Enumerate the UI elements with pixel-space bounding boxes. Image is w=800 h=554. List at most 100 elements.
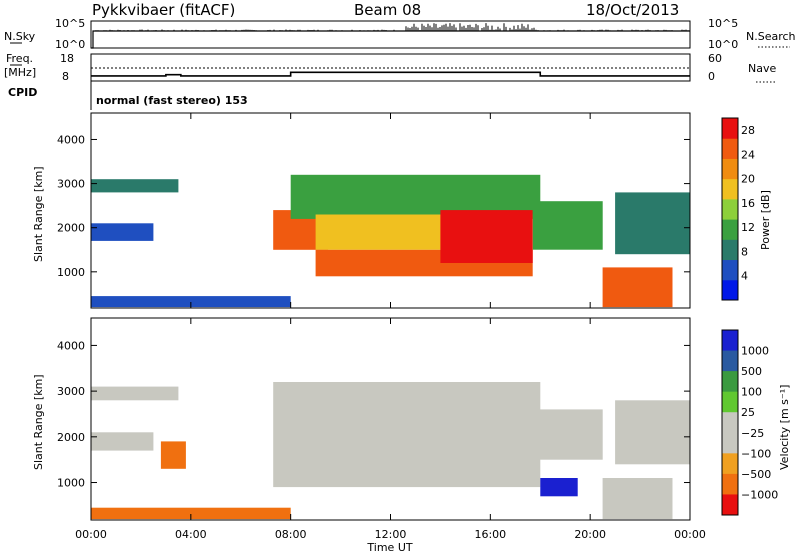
power-colorbar: 4 8 12 16 20 24 28 <box>721 117 755 301</box>
power-colorbar-tick: 24 <box>741 148 755 161</box>
power-colorbar-swatch <box>722 178 738 200</box>
freq-label: Freq. <box>6 52 33 65</box>
scatter-region-7 <box>440 210 533 263</box>
scatter-region-1 <box>91 223 154 241</box>
velocity-data <box>91 382 690 520</box>
velocity-colorbar-swatch <box>722 371 738 393</box>
velocity-colorbar-tick: 100 <box>741 386 762 399</box>
nsky-label: N.Sky <box>4 30 36 43</box>
nsky-tick-top: 10^5 <box>55 17 85 30</box>
nave-label: Nave <box>748 62 776 75</box>
velocity-colorbar-tick: 500 <box>741 365 762 378</box>
power-colorbar-tick: 12 <box>741 221 755 234</box>
power-colorbar-swatch <box>722 239 738 261</box>
power-colorbar-swatch <box>722 279 738 301</box>
freq-tick-bottom: 8 <box>62 70 69 83</box>
power-y-ticks: 1000 2000 3000 4000 <box>57 133 690 279</box>
velocity-colorbar-swatch <box>722 453 738 475</box>
beam-title: Beam 08 <box>354 1 421 19</box>
velocity-colorbar-swatch <box>722 391 738 413</box>
time-axis-label: Time UT <box>366 541 412 554</box>
freq-panel: Freq. [MHz] 18 8 60 0 Nave <box>4 52 776 83</box>
power-data <box>91 174 690 308</box>
power-colorbar-swatch <box>722 158 738 180</box>
y-tick-label: 3000 <box>57 178 85 191</box>
velocity-colorbar-swatch <box>722 432 738 454</box>
nsky-tick-bottom: 10^0 <box>55 38 85 51</box>
power-colorbar-swatch <box>722 138 738 159</box>
scatter-region-2 <box>160 441 186 469</box>
velocity-x-ticks: 00:00 04:00 08:00 12:00 16:00 20:00 00:00 <box>75 318 706 541</box>
y-tick-label: 2000 <box>57 431 85 444</box>
scatter-region-8 <box>532 201 603 250</box>
x-tick-label: 16:00 <box>474 528 506 541</box>
velocity-panel: 1000 2000 3000 4000 00:00 04:00 08:00 12:00 16:… <box>32 317 791 541</box>
velocity-colorbar-tick: −100 <box>741 447 771 460</box>
cpid-label: CPID <box>8 86 37 99</box>
y-tick-label: 2000 <box>57 222 85 235</box>
power-colorbar-swatch <box>722 219 738 240</box>
velocity-colorbar-tick: −25 <box>741 427 764 440</box>
freq-trace <box>91 71 690 77</box>
velocity-colorbar-tick: 1000 <box>741 345 769 358</box>
scatter-region-6 <box>540 478 578 497</box>
scatter-region-1 <box>91 432 154 451</box>
nsearch-label: N.Search <box>746 30 796 43</box>
power-colorbar-tick: 8 <box>741 245 748 258</box>
nsearch-tick-top: 10^5 <box>708 17 738 30</box>
y-tick-label: 1000 <box>57 477 85 490</box>
scatter-region-3 <box>91 507 291 520</box>
velocity-colorbar-frame <box>721 329 739 516</box>
velocity-colorbar-tick: −500 <box>741 468 771 481</box>
power-ylabel: Slant Range [km] <box>32 166 45 262</box>
noise-panel-frame <box>90 20 691 49</box>
station-title: Pykkvibaer (fitACF) <box>92 1 235 19</box>
scatter-region-2 <box>91 296 291 308</box>
velocity-colorbar-swatch <box>722 350 738 372</box>
nsearch-tick-bottom: 10^0 <box>708 38 738 51</box>
noise-trace <box>91 30 690 49</box>
x-tick-label: 08:00 <box>275 528 307 541</box>
power-colorbar-label: Power [dB] <box>759 190 772 250</box>
nave-tick-top: 60 <box>708 52 722 65</box>
scatter-region-0 <box>91 179 179 193</box>
y-tick-label: 4000 <box>57 339 85 352</box>
power-colorbar-tick: 16 <box>741 197 755 210</box>
velocity-colorbar-swatch <box>722 330 738 352</box>
power-colorbar-frame <box>721 117 739 301</box>
power-colorbar-swatch <box>722 118 738 139</box>
velocity-colorbar-label: Velocity [m s⁻¹] <box>778 385 791 470</box>
x-tick-label: 00:00 <box>674 528 706 541</box>
freq-tick-top: 18 <box>60 52 74 65</box>
scatter-region-4 <box>273 382 541 488</box>
velocity-colorbar: 1000 500 100 25 −25 −100 −500 −1000 <box>721 329 778 516</box>
noise-spikes <box>95 23 689 31</box>
x-tick-label: 20:00 <box>574 528 606 541</box>
velocity-colorbar-swatch <box>722 412 738 434</box>
velocity-colorbar-tick: 25 <box>741 406 755 419</box>
x-tick-label: 12:00 <box>375 528 407 541</box>
date-title: 18/Oct/2013 <box>586 1 679 19</box>
y-tick-label: 4000 <box>57 133 85 146</box>
scatter-region-9 <box>602 267 673 308</box>
scatter-region-5 <box>532 409 603 460</box>
power-colorbar-tick: 20 <box>741 173 755 186</box>
noise-panel: N.Sky 10^5 10^0 10^5 10^0 N.Search <box>4 17 796 51</box>
cpid-text: normal (fast stereo) 153 <box>96 94 248 107</box>
power-colorbar-swatch <box>722 259 738 281</box>
power-colorbar-tick: 4 <box>741 270 748 283</box>
x-tick-label: 00:00 <box>75 528 107 541</box>
y-tick-label: 3000 <box>57 385 85 398</box>
velocity-colorbar-tick: −1000 <box>741 488 778 501</box>
scatter-region-8 <box>615 400 690 465</box>
velocity-ylabel: Slant Range [km] <box>32 374 45 470</box>
power-colorbar-swatch <box>722 198 738 220</box>
scatter-region-7 <box>602 478 673 520</box>
y-tick-label: 1000 <box>57 266 85 279</box>
scatter-region-10 <box>615 192 690 255</box>
power-x-ticks <box>90 113 691 308</box>
nave-tick-bottom: 0 <box>708 70 715 83</box>
velocity-y-ticks: 1000 2000 3000 4000 <box>57 339 690 490</box>
